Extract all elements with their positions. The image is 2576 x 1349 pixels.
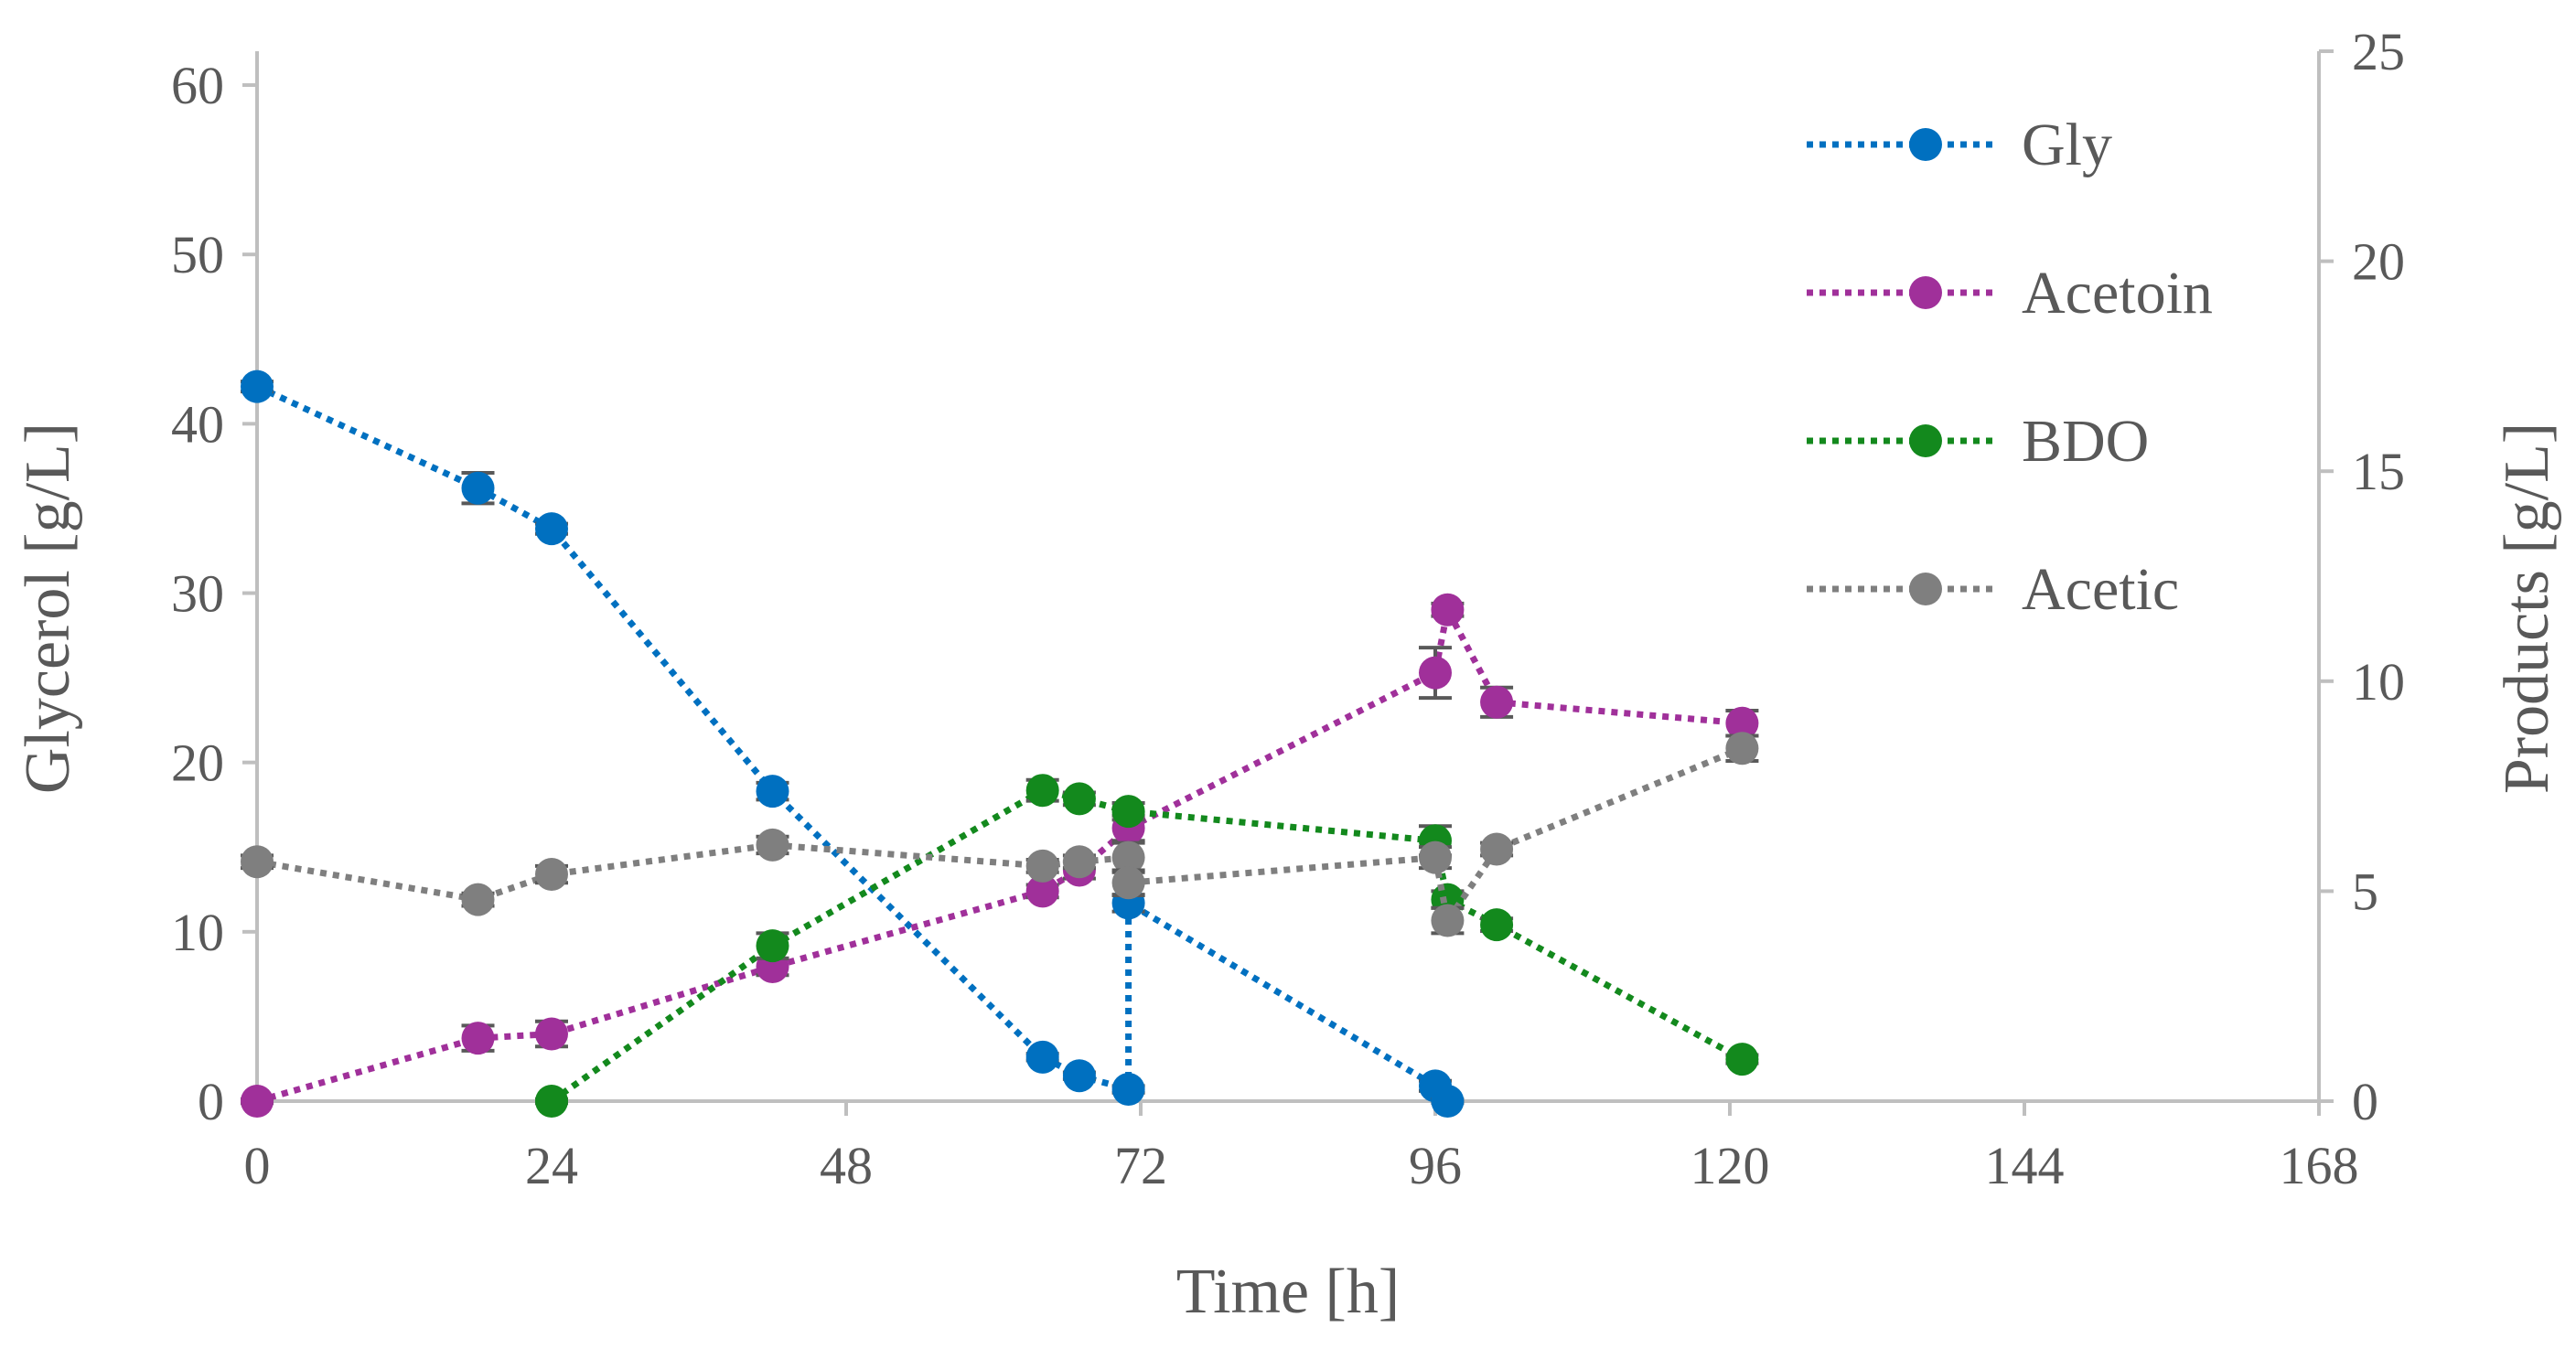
data-point-acetic: [1431, 904, 1465, 937]
data-point-bdo: [1062, 782, 1096, 816]
y-tick-label: 10: [171, 903, 224, 962]
y2-tick-label: 20: [2352, 232, 2405, 292]
y-axis-title: Glycerol [g/L]: [13, 423, 83, 794]
data-point-acetoin: [1480, 685, 1514, 719]
data-point-gly: [756, 775, 789, 808]
data-point-gly: [1062, 1059, 1096, 1093]
y-tick-label: 50: [171, 225, 224, 284]
series-line-bdo: [549, 787, 1744, 1104]
series-layer: [241, 369, 1759, 1118]
data-point-acetoin: [461, 1022, 495, 1055]
legend-marker-acetic: [1909, 573, 1942, 605]
data-point-acetic: [1025, 849, 1059, 883]
tick-labels: 0 24 48 72 96 120 144 1680102030405060051015202…: [171, 22, 2405, 1195]
data-point-acetic: [1480, 832, 1514, 866]
x-tick-label: 24: [525, 1136, 578, 1195]
series-bdo: [535, 774, 1759, 1118]
data-point-bdo: [1111, 795, 1145, 829]
data-point-acetoin: [1419, 656, 1452, 690]
series-acetic: [241, 732, 1759, 937]
data-point-acetoin: [1025, 874, 1059, 908]
y-tick-label: 40: [171, 394, 224, 454]
legend-marker-acetoin: [1909, 276, 1942, 309]
series-gly: [241, 369, 1465, 1118]
x-tick-label: 0: [244, 1136, 271, 1195]
data-point-bdo: [1025, 774, 1059, 808]
legend-item-bdo: BDO: [1807, 408, 2149, 475]
data-point-gly: [1431, 1085, 1465, 1118]
data-point-acetic: [461, 883, 495, 916]
y2-tick-label: 25: [2352, 22, 2405, 81]
x-tick-label: 48: [820, 1136, 873, 1195]
legend-marker-gly: [1909, 128, 1942, 161]
data-point-acetic: [241, 845, 274, 879]
data-point-acetoin: [1431, 593, 1465, 626]
series-line-gly: [255, 383, 1451, 1104]
data-point-acetic: [535, 858, 568, 892]
y-tick-label: 60: [171, 56, 224, 115]
y2-axis-title: Products [g/L]: [2492, 423, 2562, 794]
x-tick-label: 72: [1114, 1136, 1167, 1195]
data-point-acetic: [1062, 845, 1096, 879]
legend: Gly Acetoin BDO Acetic: [1807, 112, 2213, 623]
y-tick-label: 30: [171, 564, 224, 624]
axes: [242, 49, 2334, 1116]
data-point-bdo: [756, 929, 789, 963]
data-point-acetic: [1419, 840, 1452, 874]
legend-label-gly: Gly: [2022, 112, 2112, 178]
x-tick-label: 168: [2280, 1136, 2359, 1195]
y2-tick-label: 5: [2352, 862, 2378, 921]
y-tick-label: 20: [171, 733, 224, 793]
legend-label-bdo: BDO: [2022, 408, 2149, 475]
data-point-bdo: [1725, 1043, 1759, 1076]
y-tick-label: 0: [198, 1072, 224, 1131]
data-point-acetic: [1725, 732, 1759, 766]
legend-label-acetic: Acetic: [2022, 556, 2179, 623]
data-point-bdo: [1480, 908, 1514, 942]
data-point-acetic: [1111, 840, 1145, 874]
x-axis-title: Time [h]: [1176, 1257, 1400, 1327]
y2-tick-label: 10: [2352, 652, 2405, 712]
data-point-gly: [461, 471, 495, 505]
data-point-acetoin: [241, 1085, 274, 1118]
data-point-acetoin: [535, 1017, 568, 1051]
data-point-gly: [535, 512, 568, 546]
data-point-acetic: [1111, 866, 1145, 900]
legend-item-acetoin: Acetoin: [1807, 260, 2213, 327]
data-point-gly: [1025, 1040, 1059, 1074]
legend-item-gly: Gly: [1807, 112, 2112, 178]
legend-item-acetic: Acetic: [1807, 556, 2179, 623]
x-tick-label: 144: [1985, 1136, 2065, 1195]
data-point-bdo: [535, 1085, 568, 1118]
y2-tick-label: 15: [2352, 442, 2405, 501]
data-point-gly: [241, 369, 274, 403]
legend-label-acetoin: Acetoin: [2022, 260, 2213, 327]
x-tick-label: 120: [1690, 1136, 1770, 1195]
legend-marker-bdo: [1909, 424, 1942, 457]
y2-tick-label: 0: [2352, 1072, 2378, 1131]
data-point-acetic: [756, 828, 789, 862]
series-acetoin: [241, 593, 1759, 1118]
data-point-gly: [1111, 1073, 1145, 1107]
data-point-acetoin: [1725, 706, 1759, 740]
x-tick-label: 96: [1409, 1136, 1462, 1195]
